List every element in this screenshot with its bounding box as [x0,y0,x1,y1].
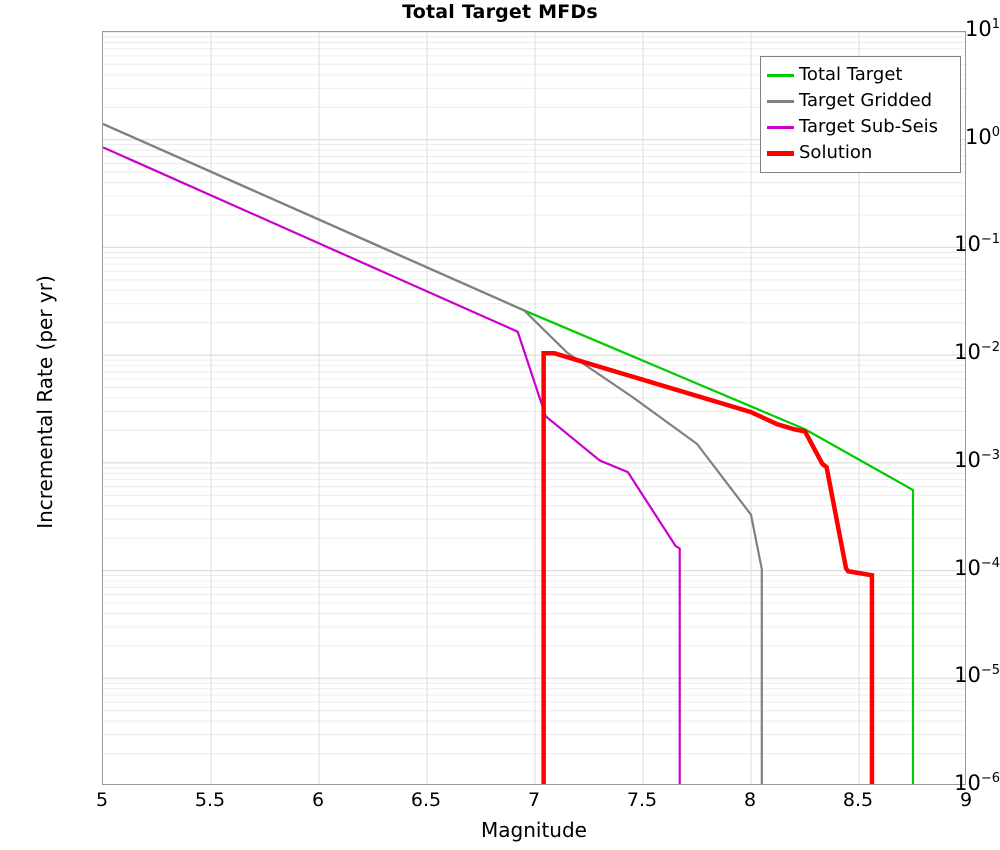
legend-color-swatch [767,150,794,156]
y-tick-label: 10−4 [954,555,1000,580]
legend-item: Target Sub-Seis [767,114,954,140]
legend-item: Total Target [767,62,954,88]
x-tick-label: 7 [527,789,541,811]
legend-label: Solution [799,142,873,163]
x-tick-label: 7.5 [626,789,658,811]
y-tick-label: 10−1 [954,232,1000,257]
x-tick-label: 9 [959,789,973,811]
legend-item: Solution [767,140,954,166]
y-axis-label: Incremental Rate (per yr) [33,275,57,529]
x-tick-label: 5 [95,789,109,811]
legend-item: Target Gridded [767,88,954,114]
y-tick-label: 100 [964,124,1000,149]
chart-title: Total Target MFDs [402,1,598,23]
x-tick-label: 6.5 [410,789,442,811]
legend-color-swatch [767,99,794,103]
y-tick-label: 10−6 [954,771,1000,795]
series-line [541,351,875,784]
legend-label: Total Target [799,64,903,85]
y-tick-label: 10−3 [954,447,1000,472]
x-tick-label: 8 [743,789,757,811]
x-tick-label: 6 [311,789,325,811]
legend-color-swatch [767,125,794,129]
legend-label: Target Gridded [799,90,933,111]
x-tick-label: 8.5 [842,789,874,811]
legend: Total Target Target Gridded Target Sub-Sei… [760,56,961,173]
legend-label: Target Sub-Seis [799,116,939,137]
y-tick-label: 10−2 [954,340,1000,365]
series-line [103,122,763,784]
x-tick-label: 5.5 [194,789,226,811]
legend-color-swatch [767,73,794,77]
y-tick-label: 101 [964,17,1000,41]
series-line [103,122,915,784]
y-tick-label: 10−5 [954,663,1000,688]
series-line [103,146,681,784]
data-series-layer [103,122,915,784]
x-axis-label: Magnitude [481,818,587,842]
